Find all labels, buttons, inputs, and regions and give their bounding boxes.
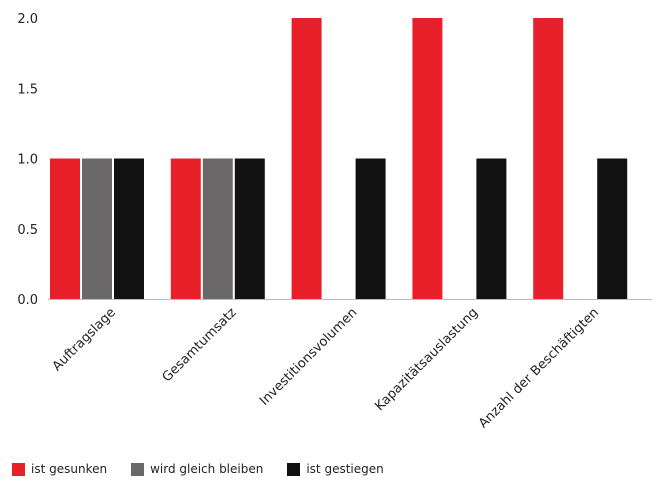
legend-swatch-wird-gleich-bleiben [131, 462, 145, 476]
x-tick-label: Anzahl der Beschäftigten [476, 305, 602, 431]
x-tick-label: Investitionsvolumen [257, 305, 360, 408]
x-tick-label: Gesamtumsatz [160, 305, 240, 385]
x-tick-label: Auftragslage [50, 305, 119, 374]
legend-label-wird-gleich-bleiben: wird gleich bleiben [150, 462, 264, 476]
bar [533, 18, 564, 299]
x-tick-label: Kapazitätsauslastung [372, 305, 481, 414]
legend-item-ist-gestiegen: ist gestiegen [287, 462, 384, 476]
bar [597, 158, 628, 299]
bar [82, 158, 112, 299]
legend-swatch-ist-gesunken [12, 462, 25, 476]
bar [114, 158, 144, 299]
bar [170, 158, 201, 299]
legend-label-ist-gesunken: ist gesunken [31, 462, 108, 476]
bar-chart: 0.0 0.5 1.0 1.5 2.0 Auftragslage Gesamtumsatz I… [17, 12, 652, 431]
bar [476, 158, 507, 299]
y-tick-label: 0.5 [17, 223, 38, 238]
legend-item-wird-gleich-bleiben: wird gleich bleiben [131, 462, 263, 476]
y-tick-label: 1.0 [17, 153, 38, 168]
y-tick-label: 1.5 [17, 82, 38, 97]
bar [50, 158, 80, 299]
bar [234, 158, 265, 299]
bar [291, 18, 322, 299]
y-tick-label: 0.0 [17, 293, 38, 308]
legend-swatch-ist-gestiegen [287, 462, 301, 476]
bar [202, 158, 233, 299]
legend: ist gesunken wird gleich bleiben ist ges… [12, 462, 408, 476]
bar [412, 18, 443, 299]
legend-item-ist-gesunken: ist gesunken [12, 462, 107, 476]
legend-label-ist-gestiegen: ist gestiegen [306, 462, 384, 476]
y-tick-label: 2.0 [17, 12, 38, 27]
bar [355, 158, 386, 299]
